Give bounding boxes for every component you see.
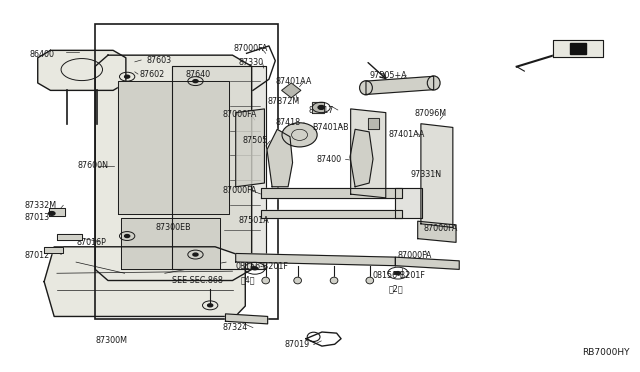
- Text: 87603: 87603: [147, 56, 172, 65]
- Ellipse shape: [282, 123, 317, 147]
- Polygon shape: [553, 40, 603, 57]
- Polygon shape: [418, 221, 456, 242]
- Text: 87401AA: 87401AA: [275, 77, 312, 86]
- Text: （4）: （4）: [240, 275, 255, 284]
- Polygon shape: [44, 247, 245, 317]
- Ellipse shape: [360, 81, 372, 95]
- Circle shape: [125, 235, 130, 237]
- Polygon shape: [570, 43, 586, 54]
- Text: 87640: 87640: [186, 70, 211, 79]
- Text: 87019: 87019: [285, 340, 310, 349]
- Circle shape: [193, 253, 198, 256]
- Polygon shape: [57, 234, 83, 240]
- Text: B7401AB: B7401AB: [312, 123, 349, 132]
- Text: B: B: [392, 270, 397, 276]
- Text: 87401AA: 87401AA: [389, 130, 426, 140]
- Text: 87012: 87012: [25, 251, 50, 260]
- Text: 87872M: 87872M: [268, 97, 300, 106]
- Text: 87000FA: 87000FA: [398, 251, 432, 260]
- Text: 08156-B201F: 08156-B201F: [236, 262, 289, 271]
- Text: 87505: 87505: [242, 136, 268, 145]
- Text: 08156-B201F: 08156-B201F: [372, 271, 425, 280]
- Ellipse shape: [428, 76, 440, 90]
- Text: 87000FA: 87000FA: [424, 224, 458, 233]
- Text: 97505+A: 97505+A: [370, 71, 408, 80]
- Circle shape: [125, 75, 130, 78]
- Text: 87501A: 87501A: [238, 216, 269, 225]
- Polygon shape: [49, 208, 65, 217]
- Text: 87418: 87418: [275, 118, 300, 127]
- Polygon shape: [267, 129, 292, 187]
- Polygon shape: [121, 218, 220, 269]
- Text: 87517: 87517: [308, 106, 334, 115]
- Circle shape: [252, 267, 257, 270]
- Polygon shape: [236, 109, 264, 187]
- Text: B: B: [249, 266, 254, 271]
- Polygon shape: [351, 109, 386, 198]
- Text: 97331N: 97331N: [411, 170, 442, 179]
- Polygon shape: [312, 102, 324, 113]
- Polygon shape: [261, 210, 402, 218]
- Polygon shape: [95, 55, 252, 280]
- Text: 87602: 87602: [140, 70, 165, 79]
- Text: 87600N: 87600N: [77, 161, 108, 170]
- Polygon shape: [396, 188, 422, 218]
- Circle shape: [319, 106, 324, 109]
- Bar: [95, 24, 278, 319]
- Text: 87300M: 87300M: [95, 336, 127, 346]
- Text: 87400: 87400: [317, 155, 342, 164]
- Polygon shape: [282, 83, 301, 98]
- Text: SEE SEC.868: SEE SEC.868: [172, 276, 223, 285]
- Text: 87013: 87013: [25, 213, 50, 222]
- Polygon shape: [172, 66, 266, 269]
- Text: 86400: 86400: [29, 50, 54, 59]
- Polygon shape: [38, 50, 126, 90]
- Polygon shape: [118, 81, 229, 214]
- Polygon shape: [236, 253, 396, 266]
- Circle shape: [49, 212, 55, 215]
- Polygon shape: [261, 188, 402, 198]
- Ellipse shape: [294, 277, 301, 284]
- Polygon shape: [366, 76, 434, 94]
- Text: RB7000HY: RB7000HY: [582, 348, 630, 357]
- Circle shape: [396, 272, 401, 275]
- Text: 87000FA: 87000FA: [223, 110, 257, 119]
- Polygon shape: [396, 257, 460, 269]
- Text: （2）: （2）: [389, 285, 404, 294]
- Polygon shape: [44, 247, 63, 253]
- Polygon shape: [350, 129, 373, 187]
- Ellipse shape: [262, 277, 269, 284]
- Text: 87096M: 87096M: [415, 109, 447, 118]
- Text: 87016P: 87016P: [76, 238, 106, 247]
- Polygon shape: [368, 118, 380, 129]
- Text: 87300EB: 87300EB: [156, 223, 191, 232]
- Text: 87324: 87324: [223, 323, 248, 332]
- Circle shape: [318, 106, 324, 109]
- Circle shape: [207, 304, 212, 307]
- Text: 87332M: 87332M: [25, 201, 57, 210]
- Text: 87000FA: 87000FA: [234, 44, 268, 52]
- Circle shape: [193, 80, 198, 83]
- Ellipse shape: [366, 277, 374, 284]
- Text: 87330: 87330: [238, 58, 264, 67]
- Ellipse shape: [330, 277, 338, 284]
- Polygon shape: [421, 124, 453, 228]
- Polygon shape: [225, 314, 268, 324]
- Text: 87000FA: 87000FA: [223, 186, 257, 195]
